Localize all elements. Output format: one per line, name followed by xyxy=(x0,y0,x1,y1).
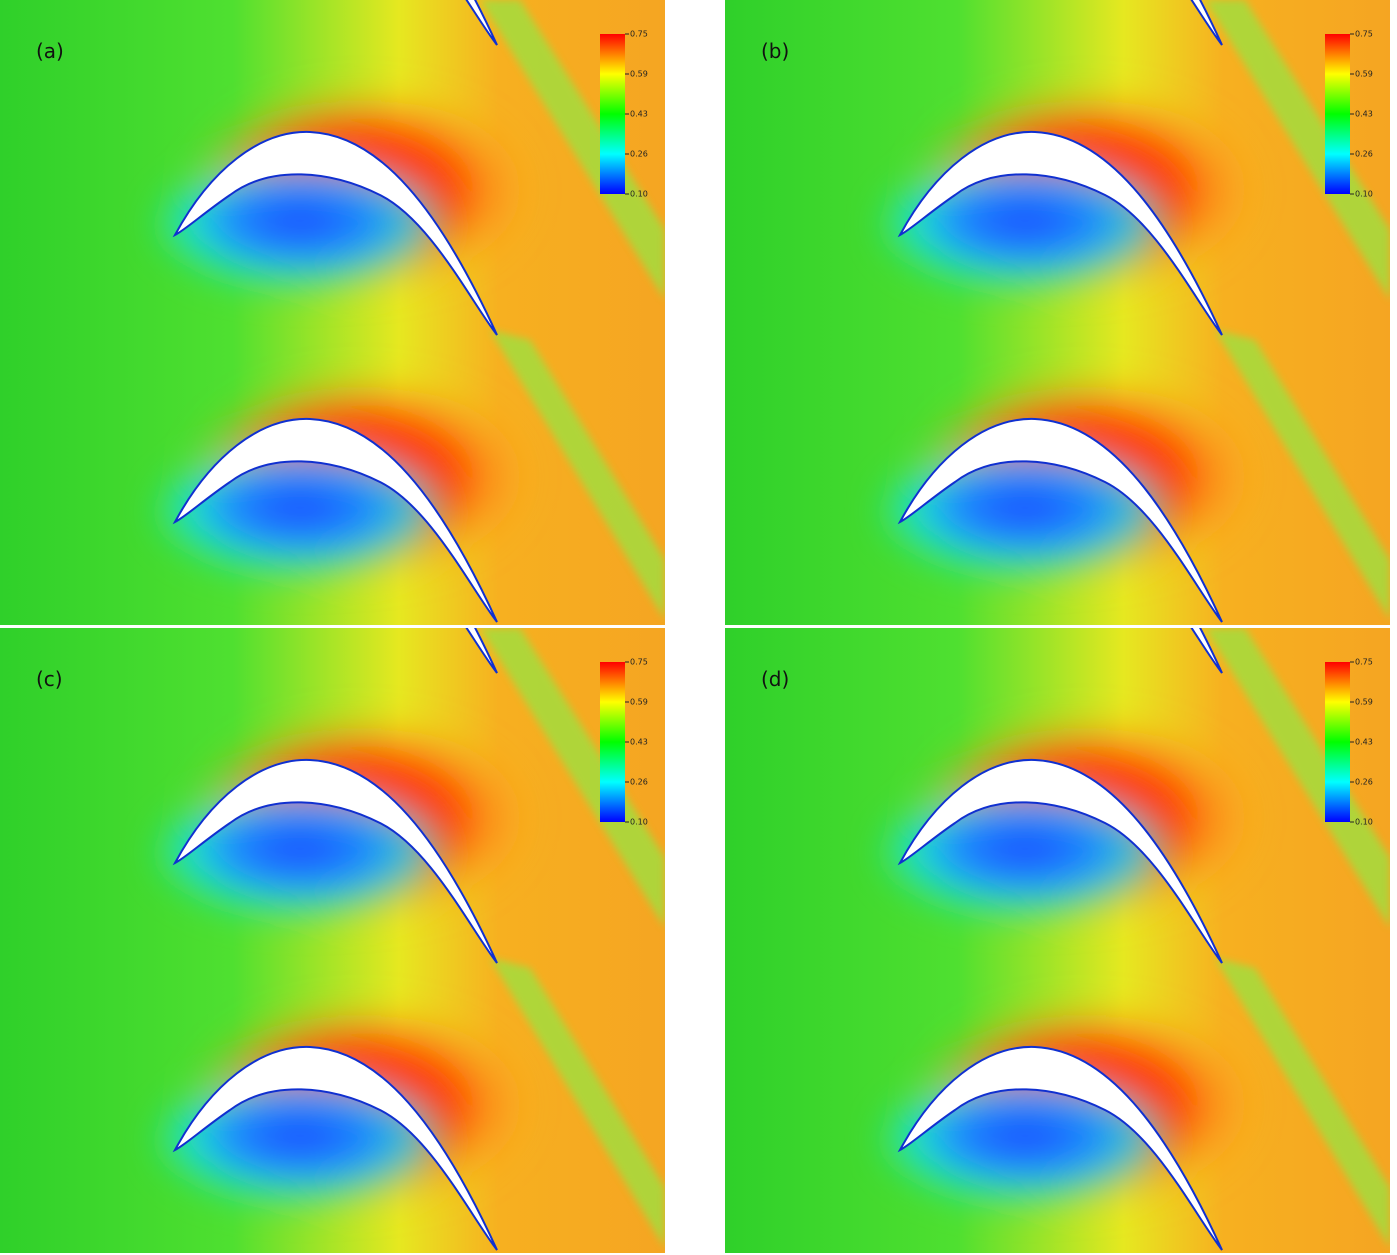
colorbar-label: 0.75 xyxy=(630,30,648,39)
colorbar xyxy=(1325,662,1350,822)
mach-field xyxy=(0,0,665,625)
colorbar-label: 0.75 xyxy=(1355,30,1373,39)
colorbar-label: 0.26 xyxy=(1355,778,1373,787)
colorbar-label: 0.26 xyxy=(630,778,648,787)
colorbar-label: 0.26 xyxy=(630,150,648,159)
flow-panel: (c) 0.75 0.59 0.43 0.26 0.10 xyxy=(0,628,665,1253)
colorbar-label: 0.75 xyxy=(630,658,648,667)
colorbar xyxy=(600,34,625,194)
colorbar-label: 0.10 xyxy=(1355,818,1373,827)
colorbar-label: 0.59 xyxy=(630,698,648,707)
mach-field xyxy=(0,628,665,1253)
colorbar-label: 0.10 xyxy=(1355,190,1373,199)
panel-label: (a) xyxy=(36,39,64,63)
colorbar-label: 0.43 xyxy=(630,738,648,747)
colorbar-label: 0.10 xyxy=(630,818,648,827)
colorbar-label: 0.43 xyxy=(630,110,648,119)
panel-label: (d) xyxy=(761,667,789,691)
colorbar xyxy=(1325,34,1350,194)
colorbar-label: 0.59 xyxy=(630,70,648,79)
colorbar-label: 0.59 xyxy=(1355,70,1373,79)
colorbar-label: 0.75 xyxy=(1355,658,1373,667)
colorbar-label: 0.10 xyxy=(630,190,648,199)
flow-panel: (b) 0.75 0.59 0.43 0.26 0.10 xyxy=(725,0,1390,625)
colorbar-label: 0.59 xyxy=(1355,698,1373,707)
panel-label: (c) xyxy=(36,667,63,691)
colorbar-label: 0.26 xyxy=(1355,150,1373,159)
flow-panel: (a) 0.75 0.59 0.43 0.26 0.10 xyxy=(0,0,665,625)
mach-field xyxy=(725,628,1390,1253)
flow-panel: (d) 0.75 0.59 0.43 0.26 0.10 xyxy=(725,628,1390,1253)
colorbar-label: 0.43 xyxy=(1355,738,1373,747)
colorbar xyxy=(600,662,625,822)
mach-field xyxy=(725,0,1390,625)
colorbar-label: 0.43 xyxy=(1355,110,1373,119)
panel-label: (b) xyxy=(761,39,789,63)
